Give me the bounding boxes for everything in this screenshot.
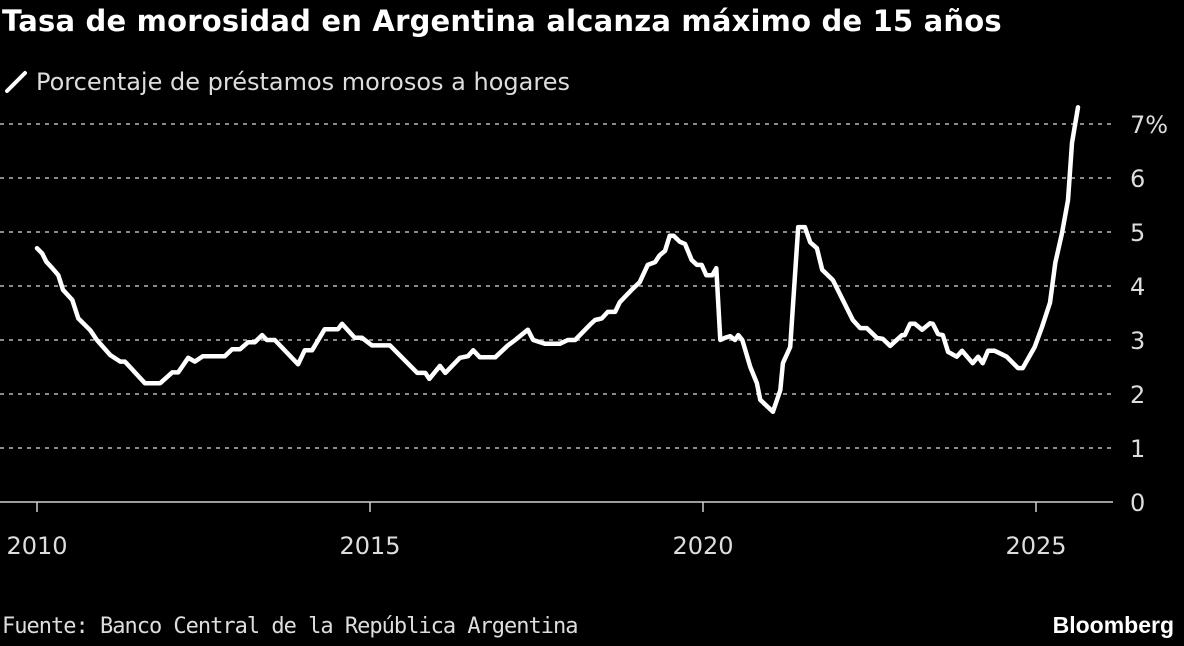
- y-axis-ticks: 0 1 2 3 4 5 6 7%: [1130, 111, 1168, 517]
- y-tick-label: 3: [1130, 327, 1145, 355]
- x-tick-label: 2010: [6, 532, 67, 560]
- source-note: Fuente: Banco Central de la República Ar…: [2, 614, 579, 639]
- legend-line-icon: [5, 71, 27, 93]
- x-tick-label: 2020: [672, 532, 733, 560]
- bloomberg-logo: Bloomberg: [1052, 612, 1174, 638]
- y-tick-label: 4: [1130, 273, 1145, 301]
- y-tick-label: 2: [1130, 381, 1145, 409]
- y-tick-label: 0: [1130, 489, 1145, 517]
- legend: Porcentaje de préstamos morosos a hogare…: [4, 68, 570, 96]
- y-tick-label: 7%: [1130, 111, 1168, 139]
- x-tick-label: 2025: [1005, 532, 1066, 560]
- series: [34, 105, 1081, 415]
- series-line: [34, 105, 1081, 415]
- y-tick-label: 1: [1130, 435, 1145, 463]
- y-tick-label: 5: [1130, 219, 1145, 247]
- legend-label: Porcentaje de préstamos morosos a hogare…: [36, 68, 570, 96]
- gridlines: [0, 123, 1113, 449]
- x-tick-label: 2015: [339, 532, 400, 560]
- chart-title: Tasa de morosidad en Argentina alcanza m…: [2, 4, 1002, 38]
- x-axis: 2010 2015 2020 2025: [0, 501, 1113, 560]
- y-tick-label: 6: [1130, 165, 1145, 193]
